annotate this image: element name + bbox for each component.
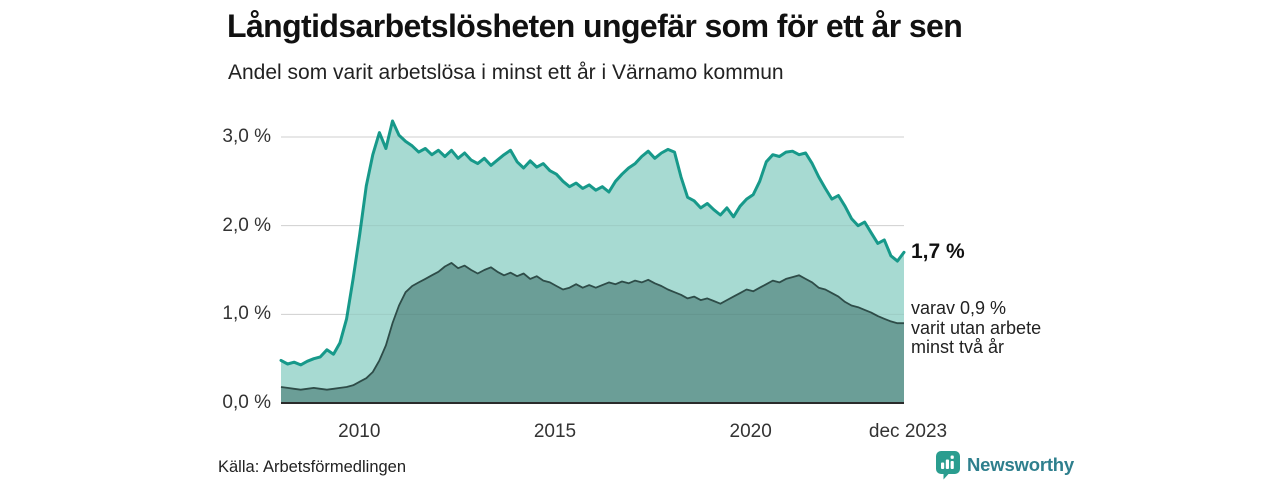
y-axis-label: 0,0 % [222, 392, 271, 413]
y-axis-label: 1,0 % [222, 303, 271, 325]
x-axis-label: 2010 [338, 421, 381, 442]
source-label: Källa: Arbetsförmedlingen [218, 458, 407, 476]
subset-annotation: varav 0,9 % varit utan arbete minst två … [911, 298, 1042, 358]
chart-subtitle: Andel som varit arbetslösa i minst ett å… [228, 61, 784, 84]
subset-annotation-line1: varav 0,9 % [911, 298, 1007, 318]
y-axis-label: 2,0 % [222, 214, 271, 236]
gridline-overlay [281, 136, 904, 315]
x-axis-label: 2015 [533, 421, 577, 442]
total-end-value-label: 1,7 % [911, 240, 965, 263]
subset-area-fill [281, 262, 904, 403]
page-title: Långtidsarbetslösheten ungefär som för e… [227, 8, 963, 44]
branding: Newsworthy [936, 450, 1074, 480]
x-axis-label: 2020 [729, 421, 772, 442]
total-line [279, 119, 906, 367]
subset-annotation-line2: varit utan arbete [911, 317, 1042, 338]
branding-name: Newsworthy [967, 454, 1074, 475]
y-axis-label: 3,0 % [222, 126, 271, 147]
subset-line [280, 262, 904, 391]
newsworthy-pin-barchart-icon [936, 450, 960, 479]
subset-annotation-line3: minst två år [911, 337, 1005, 357]
x-axis-label: dec 2023 [868, 421, 948, 442]
